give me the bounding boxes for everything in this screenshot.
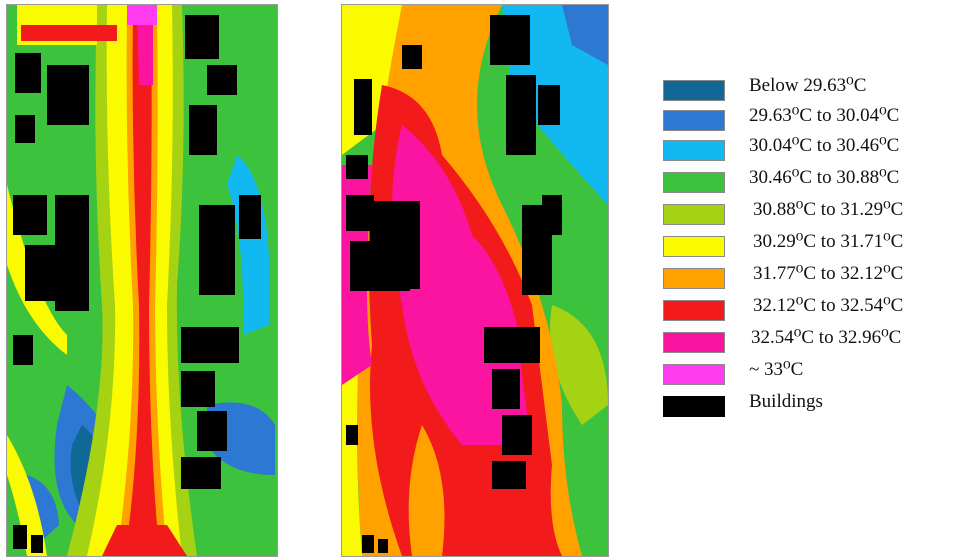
legend-swatch (663, 236, 725, 257)
legend-label: Buildings (749, 391, 823, 412)
thermal-map-left (6, 4, 278, 557)
legend-label: 30.46⁰C to 30.88⁰C (749, 167, 900, 188)
legend-swatch (663, 172, 725, 193)
legend-swatch (663, 140, 725, 161)
legend-swatch (663, 80, 725, 101)
legend-swatch (663, 300, 725, 321)
legend-label: 30.29⁰C to 31.71⁰C (753, 231, 904, 252)
thermal-map-right (341, 4, 609, 557)
thermal-map-left-canvas (7, 5, 277, 556)
legend-swatch (663, 110, 725, 131)
legend-label: 30.04⁰C to 30.46⁰C (749, 135, 900, 156)
legend-label: 32.54⁰C to 32.96⁰C (751, 327, 902, 348)
legend-label: ~ 33⁰C (749, 359, 804, 380)
legend-swatch (663, 332, 725, 353)
legend-label: Below 29.63⁰C (749, 75, 867, 96)
legend-label: 32.12⁰C to 32.54⁰C (753, 295, 904, 316)
legend-swatch (663, 396, 725, 417)
legend-swatch (663, 364, 725, 385)
thermal-map-right-canvas (342, 5, 608, 556)
legend-swatch (663, 268, 725, 289)
legend-label: 30.88⁰C to 31.29⁰C (753, 199, 904, 220)
legend-label: 31.77⁰C to 32.12⁰C (753, 263, 904, 284)
legend-label: 29.63⁰C to 30.04⁰C (749, 105, 900, 126)
legend-swatch (663, 204, 725, 225)
